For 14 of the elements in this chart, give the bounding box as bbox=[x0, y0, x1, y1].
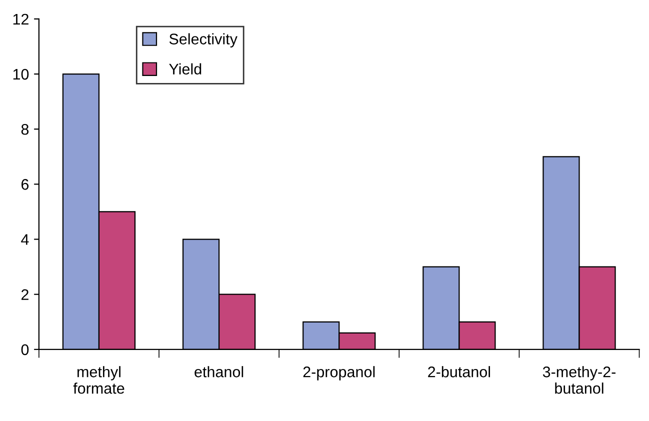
y-tick-label: 8 bbox=[21, 124, 29, 135]
x-tick-label: 2-propanol bbox=[303, 366, 375, 380]
x-tick-label: 3-methy-2- butanol bbox=[542, 366, 616, 394]
x-tick-label: ethanol bbox=[194, 366, 244, 378]
y-tick-label: 12 bbox=[13, 14, 28, 24]
y-tick-label: 2 bbox=[21, 289, 28, 300]
y-tick-label: 0 bbox=[21, 344, 29, 356]
x-tick-label: 2-butanol bbox=[428, 366, 490, 378]
y-tick-label: 6 bbox=[22, 179, 29, 190]
legend-label: Selectivity bbox=[169, 33, 238, 48]
y-tick-label: 10 bbox=[13, 68, 29, 80]
x-tick-label: methyl formate bbox=[73, 366, 124, 394]
legend-label: Yield bbox=[169, 63, 202, 75]
y-tick-label: 4 bbox=[21, 234, 29, 245]
